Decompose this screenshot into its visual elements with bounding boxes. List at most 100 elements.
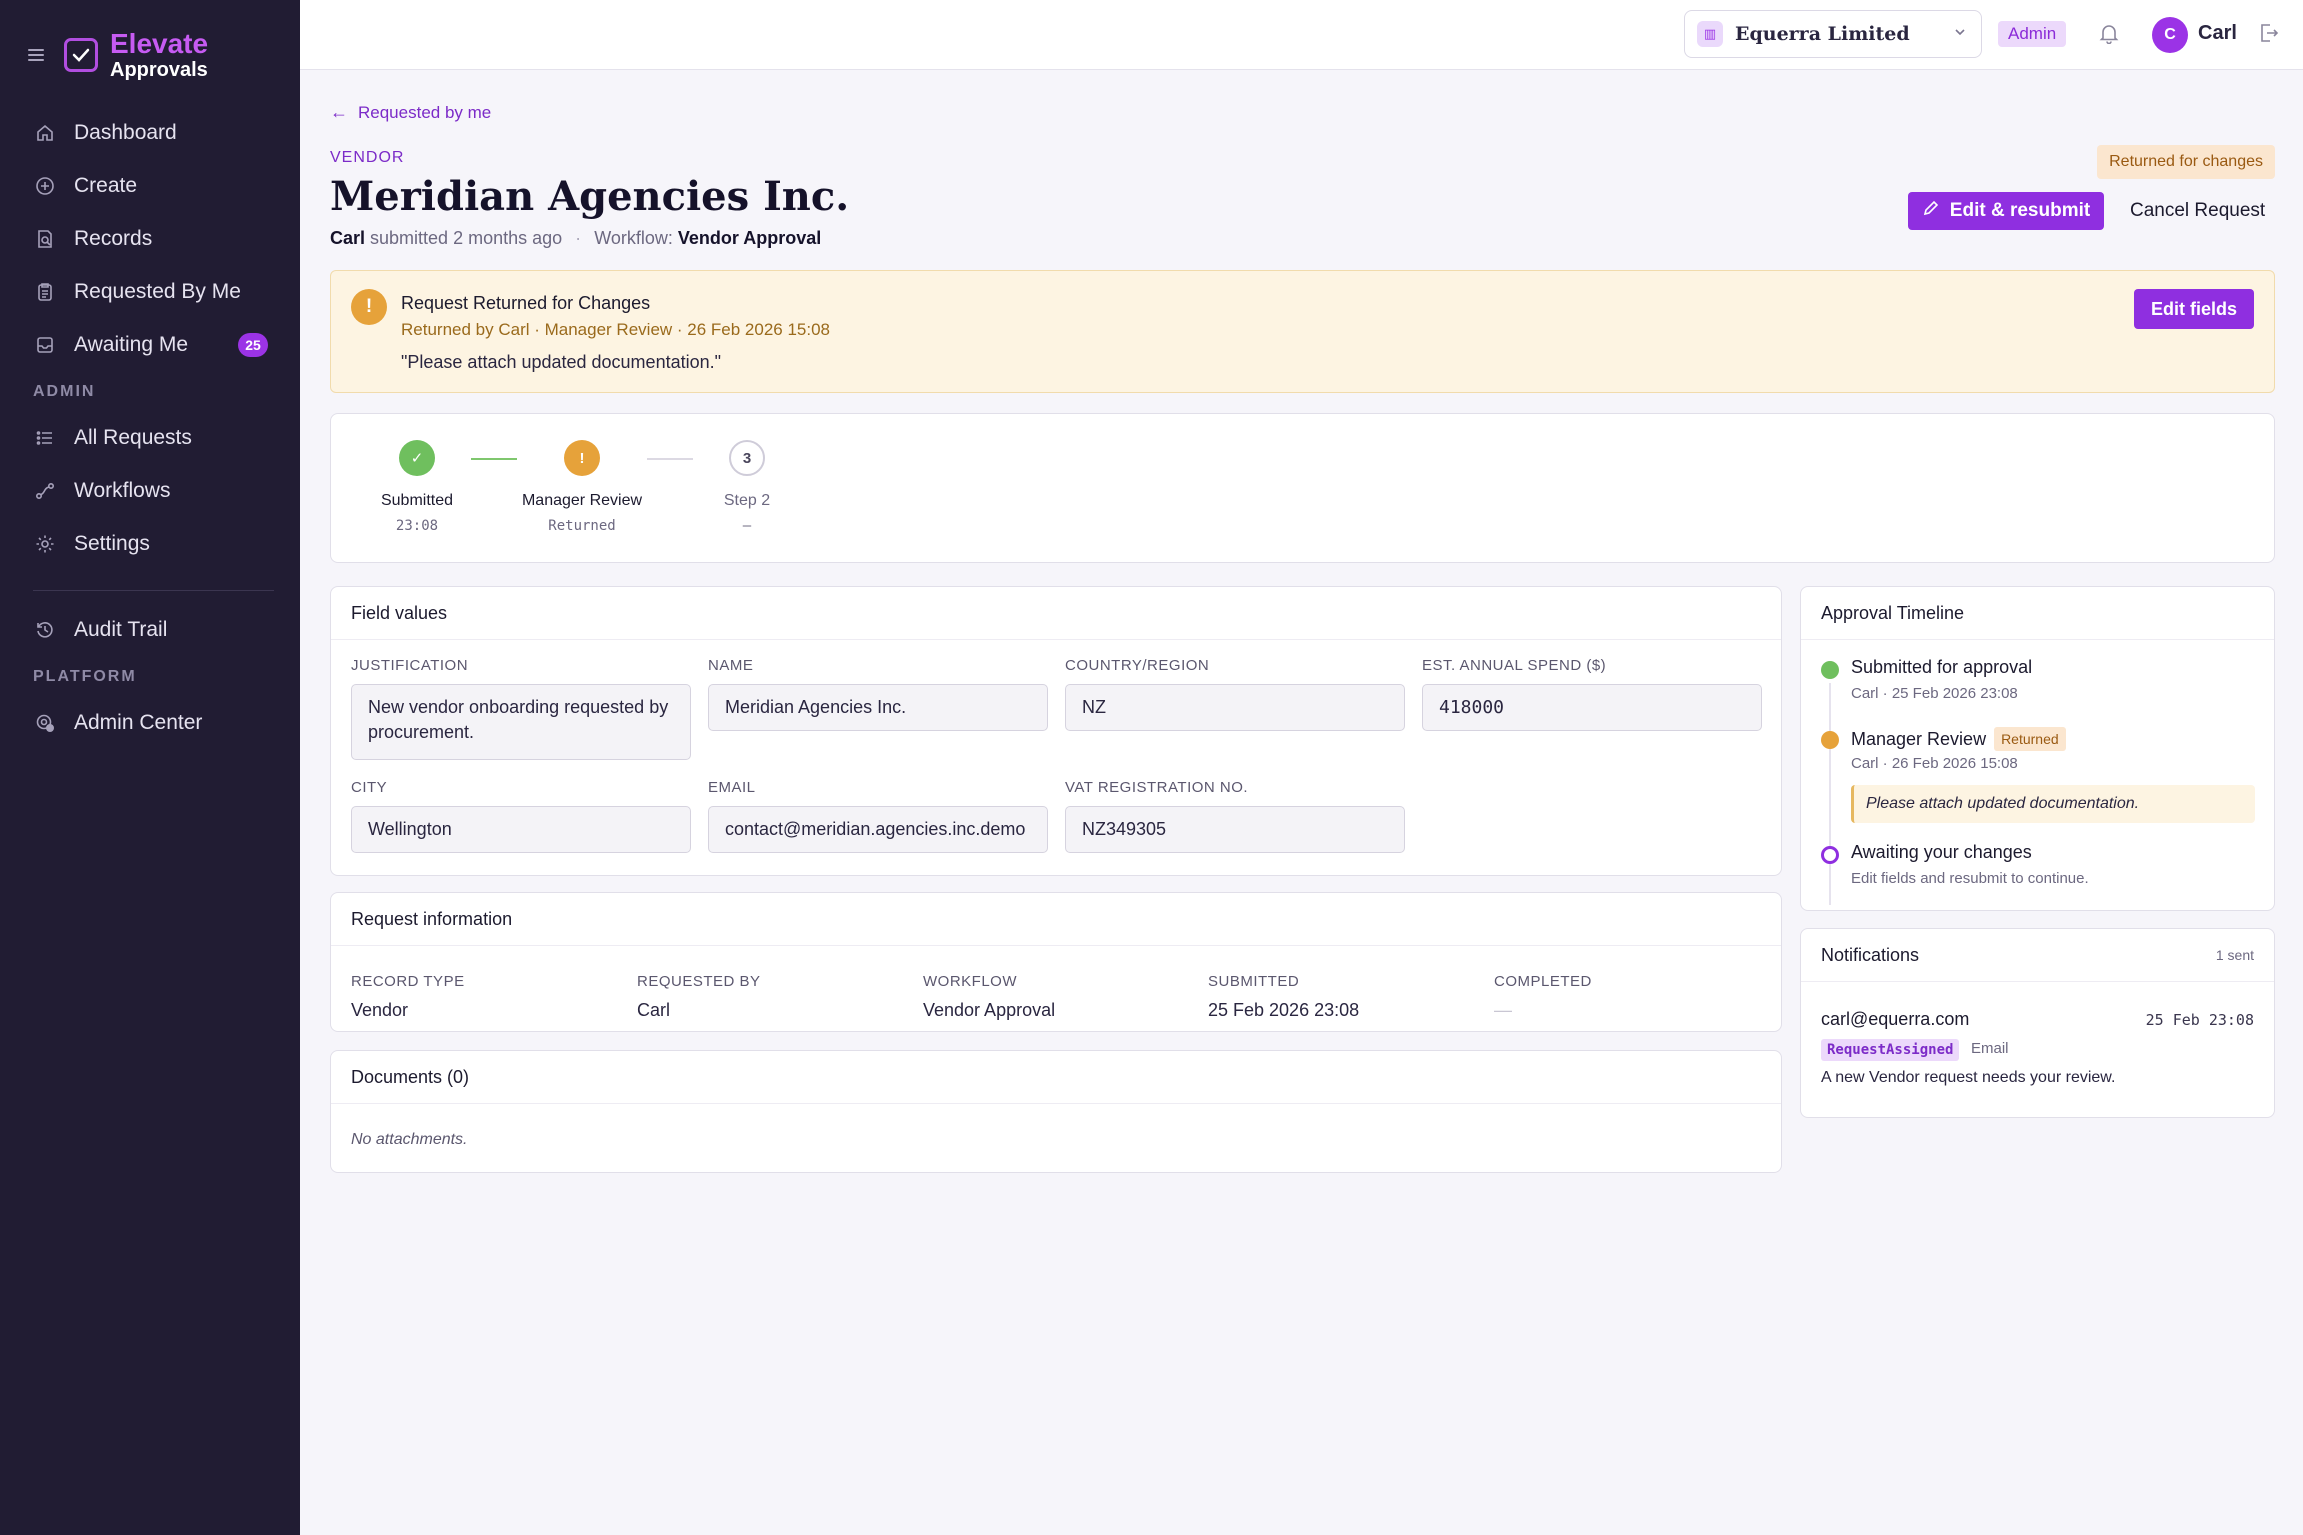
sidebar-item-requested-by-me[interactable]: Requested By Me [0,265,300,318]
field-label: JUSTIFICATION [351,657,469,674]
organization-name: Equerra Limited [1735,23,1910,45]
info-submitted: SUBMITTED 25 Feb 2026 23:08 [1208,973,1359,1021]
timeline-title: Awaiting your changes [1851,842,2032,862]
alert-comment: "Please attach updated documentation." [401,352,722,372]
card-divider [1801,639,2274,640]
info-requested-by: REQUESTED BY Carl [637,973,761,1021]
menu-icon[interactable] [28,49,44,61]
info-label: COMPLETED [1494,973,1592,990]
notification-tag: RequestAssigned [1821,1039,1960,1061]
step-label: Submitted [380,492,454,509]
section-heading-platform: PLATFORM [33,668,137,685]
avatar[interactable]: C [2152,17,2188,53]
sidebar-item-dashboard[interactable]: Dashboard [0,106,300,159]
sidebar-item-audit-trail[interactable]: Audit Trail [0,603,300,656]
submitter-name: Carl [330,228,366,248]
sidebar-item-all-requests[interactable]: All Requests [0,411,300,464]
card-divider [331,1103,1781,1104]
edit-resubmit-button[interactable]: Edit & resubmit [1908,192,2104,230]
card-title: Notifications [1821,945,1920,965]
edit-resubmit-label: Edit & resubmit [1949,200,2091,221]
sidebar-item-label: Dashboard [74,120,177,144]
cancel-request-button[interactable]: Cancel Request [2130,200,2266,221]
step-status: Returned [548,518,616,534]
back-link[interactable]: ← Requested by me [330,102,491,123]
alert-title: Request Returned for Changes [401,293,651,313]
record-type-label: VENDOR [330,149,405,166]
timeline-line [1829,683,1831,905]
info-value: Vendor [351,1000,409,1020]
field-label: NAME [708,657,754,674]
field-country-region: COUNTRY/REGION NZ [1065,657,1405,731]
sidebar-item-label: All Requests [74,425,192,449]
page-title: Meridian Agencies Inc. [330,173,850,220]
sidebar-item-settings[interactable]: Settings [0,517,300,570]
bell-icon[interactable] [2098,22,2122,46]
card-title: Request information [351,909,513,929]
back-link-label: Requested by me [358,102,492,122]
info-workflow: WORKFLOW Vendor Approval [923,973,1055,1021]
justification-field[interactable]: New vendor onboarding requested by procu… [351,684,691,760]
field-email: EMAIL contact@meridian.agencies.inc.demo [708,779,1048,853]
gear-icon [34,533,56,555]
email-field[interactable]: contact@meridian.agencies.inc.demo [708,806,1048,853]
clipboard-icon [34,281,56,303]
info-label: REQUESTED BY [637,973,761,990]
card-title: Documents (0) [351,1067,470,1087]
notification-count: 1 sent [2215,947,2254,963]
step-submitted: ✓ Submitted 23:08 [347,440,487,534]
sidebar-item-label: Admin Center [74,710,203,734]
chevron-down-icon [1953,25,1967,42]
sidebar-item-create[interactable]: Create [0,159,300,212]
sidebar-item-records[interactable]: Records [0,212,300,265]
workflow-icon [34,480,56,502]
sidebar-item-label: Awaiting Me [74,332,189,356]
sidebar-item-label: Create [74,173,138,197]
info-label: SUBMITTED [1208,973,1300,990]
sidebar-item-label: Settings [74,531,150,555]
logout-icon[interactable] [2258,22,2282,46]
card-divider [1801,981,2274,982]
vat-registration-field[interactable]: NZ349305 [1065,806,1405,853]
timeline-dot [1821,661,1839,679]
alert-subtitle: Returned by Carl · Manager Review · 26 F… [401,320,831,339]
timeline-title: Manager Review Returned [1851,727,2066,751]
sidebar-item-admin-center[interactable]: Admin Center [0,696,300,749]
sidebar-item-awaiting-me[interactable]: Awaiting Me 25 [0,318,300,371]
country-region-field[interactable]: NZ [1065,684,1405,731]
timeline-title-text: Manager Review [1851,728,1987,749]
warning-icon: ! [564,440,600,476]
notifications-card: Notifications 1 sent carl@equerra.com 25… [1800,928,2275,1118]
sidebar-item-workflows[interactable]: Workflows [0,464,300,517]
timeline-dot [1821,846,1839,864]
returned-alert: ! Request Returned for Changes Returned … [330,270,2275,393]
step-time: 23:08 [395,518,439,534]
timeline-dot [1821,731,1839,749]
user-name[interactable]: Carl [2198,22,2237,44]
pencil-icon [1922,199,1940,223]
field-name: NAME Meridian Agencies Inc. [708,657,1048,731]
info-label: RECORD TYPE [351,973,465,990]
city-field[interactable]: Wellington [351,806,691,853]
field-label: EST. ANNUAL SPEND ($) [1422,657,1607,674]
brand: Elevate Approvals [28,30,208,80]
submitted-text: submitted 2 months ago [370,228,563,248]
request-information-card: Request information RECORD TYPE Vendor R… [330,892,1782,1032]
card-divider [331,639,1781,640]
history-icon [34,619,56,641]
info-completed: COMPLETED — [1494,973,1592,1021]
role-badge: Admin [1998,21,2067,47]
edit-fields-button[interactable]: Edit fields [2134,289,2254,329]
arrow-left-icon: ← [330,102,348,122]
step-label: Step 2 [723,492,771,509]
plus-circle-icon [34,175,56,197]
info-value: Carl [637,1000,671,1020]
brand-subtitle: Approvals [110,59,208,81]
name-field[interactable]: Meridian Agencies Inc. [708,684,1048,731]
organization-select[interactable]: ▥ Equerra Limited [1684,10,1982,58]
field-label: VAT REGISTRATION NO. [1065,779,1249,796]
list-icon [34,427,56,449]
check-icon: ✓ [399,440,435,476]
annual-spend-field[interactable]: 418000 [1422,684,1762,731]
count-badge: 25 [238,333,268,357]
